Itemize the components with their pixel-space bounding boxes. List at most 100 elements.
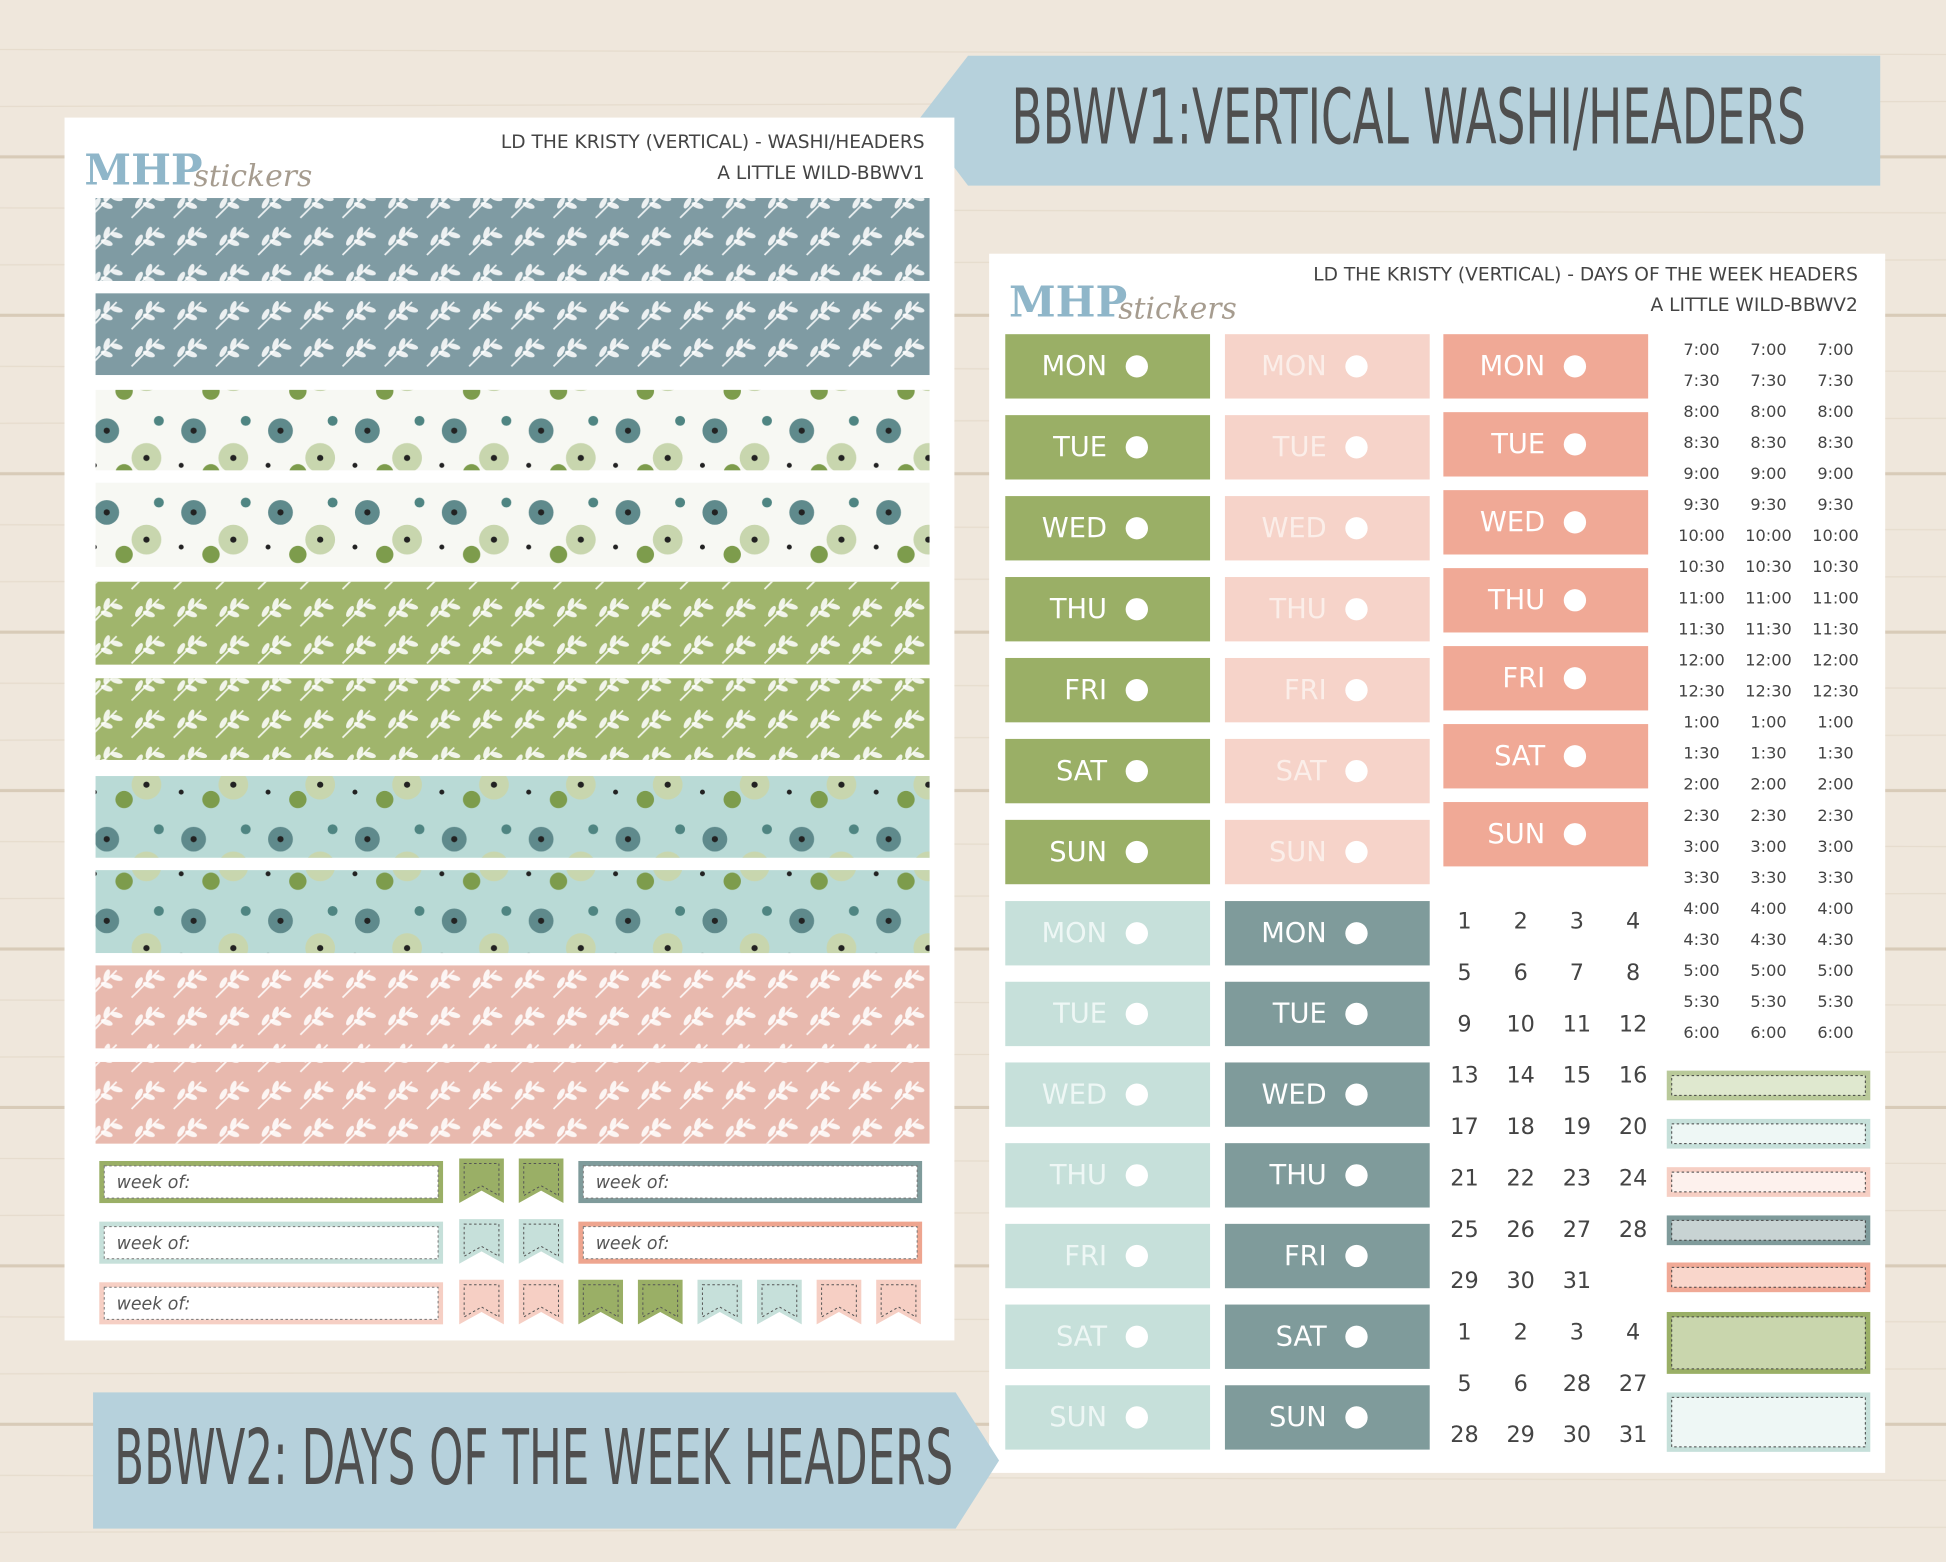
- date-number: 1: [1457, 909, 1471, 935]
- week-of-inner: [582, 1226, 918, 1260]
- date-number: 28: [1450, 1422, 1478, 1448]
- week-of-inner: [103, 1286, 439, 1320]
- time-label: 4:00: [1750, 899, 1786, 918]
- washi-pattern: [95, 482, 930, 567]
- day-label: TUE: [1052, 432, 1107, 463]
- banner-top-text: BBWV1:VERTICAL WASHI/HEADERS: [1011, 74, 1805, 163]
- day-header: [1005, 901, 1211, 966]
- day-label: WED: [1042, 513, 1107, 544]
- time-label: 3:00: [1683, 837, 1719, 856]
- time-label: 11:30: [1812, 619, 1859, 638]
- date-number: 19: [1563, 1114, 1591, 1140]
- day-dot: [1125, 355, 1148, 378]
- time-label: 7:00: [1750, 340, 1786, 359]
- day-header: [1005, 738, 1211, 804]
- day-label: SAT: [1056, 756, 1107, 787]
- day-dot: [1125, 1083, 1148, 1106]
- day-dot: [1125, 436, 1148, 459]
- date-number: 8: [1626, 960, 1640, 986]
- day-label: FRI: [1064, 1241, 1107, 1272]
- day-label: SUN: [1049, 1402, 1107, 1433]
- day-dot: [1563, 823, 1587, 846]
- washi-pattern: [95, 965, 930, 1049]
- day-header: [1005, 981, 1211, 1047]
- time-label: 9:00: [1683, 464, 1719, 483]
- blank-box-inner: [1671, 1075, 1866, 1096]
- sheet-subtitle: A LITTLE WILD-BBWV2: [1651, 295, 1858, 316]
- time-label: 8:30: [1817, 433, 1853, 452]
- day-dot: [1345, 355, 1368, 378]
- time-label: 3:30: [1817, 868, 1853, 887]
- day-header: [1005, 1304, 1211, 1369]
- day-dot: [1345, 1406, 1368, 1429]
- time-label: 9:00: [1817, 464, 1853, 483]
- blank-box-inner: [1671, 1266, 1866, 1288]
- day-label: WED: [1042, 1079, 1107, 1110]
- week-of-inner: [103, 1226, 439, 1260]
- date-number: 11: [1563, 1011, 1591, 1037]
- day-dot: [1345, 436, 1368, 459]
- day-label: THU: [1487, 585, 1545, 616]
- time-label: 6:00: [1817, 1023, 1853, 1042]
- date-number: 9: [1457, 1011, 1471, 1037]
- sheet-subtitle: A LITTLE WILD-BBWV1: [717, 163, 924, 184]
- time-label: 12:00: [1745, 650, 1792, 669]
- time-label: 5:30: [1750, 992, 1786, 1011]
- day-dot: [1345, 1083, 1368, 1106]
- washi-pattern: [95, 678, 930, 760]
- time-label: 9:30: [1683, 495, 1719, 514]
- day-header: [1443, 490, 1649, 555]
- time-label: 4:30: [1817, 930, 1853, 949]
- date-number: 30: [1506, 1268, 1534, 1294]
- time-label: 2:00: [1817, 775, 1853, 794]
- day-label: WED: [1261, 513, 1326, 544]
- day-dot: [1125, 840, 1148, 864]
- day-header: [1224, 901, 1430, 966]
- day-dot: [1125, 922, 1148, 945]
- date-number: 30: [1563, 1422, 1591, 1448]
- day-dot: [1563, 667, 1587, 690]
- day-header: [1224, 657, 1430, 723]
- logo-tagline: stickers: [1118, 292, 1237, 327]
- time-label: 10:00: [1745, 526, 1792, 545]
- date-number: 1: [1457, 1320, 1471, 1346]
- day-dot: [1563, 433, 1587, 456]
- logo-tagline: stickers: [194, 159, 313, 194]
- date-number: 5: [1457, 1371, 1471, 1397]
- day-label: SUN: [1049, 837, 1107, 868]
- day-label: SAT: [1056, 1321, 1107, 1352]
- date-number: 3: [1570, 1320, 1584, 1346]
- date-number: 6: [1514, 1371, 1528, 1397]
- day-header: [1443, 646, 1649, 711]
- day-dot: [1563, 355, 1587, 378]
- time-label: 7:00: [1683, 340, 1719, 359]
- time-label: 8:00: [1817, 402, 1853, 421]
- day-header: [1443, 568, 1649, 633]
- time-label: 6:00: [1683, 1023, 1719, 1042]
- day-label: MON: [1042, 918, 1107, 949]
- time-label: 11:30: [1745, 619, 1792, 638]
- time-label: 8:30: [1683, 433, 1719, 452]
- date-number: 26: [1506, 1217, 1534, 1243]
- time-label: 5:30: [1817, 992, 1853, 1011]
- day-label: SUN: [1269, 837, 1327, 868]
- time-label: 11:30: [1678, 619, 1725, 638]
- washi-pattern: [95, 581, 930, 665]
- day-header: [1224, 496, 1430, 561]
- day-dot: [1345, 598, 1368, 621]
- time-label: 2:00: [1750, 775, 1786, 794]
- day-label: TUE: [1052, 999, 1107, 1030]
- week-of-inner: [582, 1165, 918, 1199]
- time-label: 12:30: [1678, 682, 1725, 701]
- time-label: 2:30: [1750, 806, 1786, 825]
- day-label: SAT: [1276, 756, 1327, 787]
- day-label: FRI: [1502, 663, 1545, 694]
- day-dot: [1345, 517, 1368, 540]
- day-label: THU: [1269, 594, 1327, 625]
- date-number: 3: [1570, 909, 1584, 935]
- time-label: 8:30: [1750, 433, 1786, 452]
- day-label: SAT: [1276, 1321, 1327, 1352]
- time-label: 10:00: [1812, 526, 1859, 545]
